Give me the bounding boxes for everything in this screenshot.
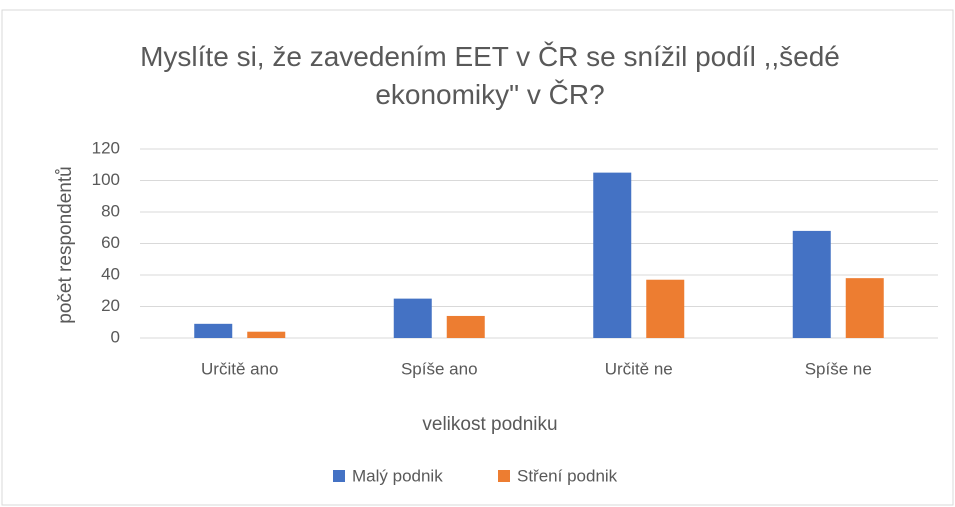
legend-swatch <box>333 470 345 482</box>
bar <box>393 298 432 338</box>
y-tick-label: 0 <box>111 327 120 346</box>
bar <box>593 172 632 338</box>
legend-swatch <box>498 470 510 482</box>
x-tick-label: Spíše ne <box>805 359 872 378</box>
bar <box>845 278 884 338</box>
y-tick-label: 40 <box>101 264 120 283</box>
x-tick-label: Určitě ano <box>201 359 278 378</box>
y-tick-label: 20 <box>101 296 120 315</box>
y-axis-label: počet respondentů <box>55 166 76 323</box>
chart-title: Myslíte si, že zavedením EET v ČR se sní… <box>140 41 840 110</box>
bar <box>446 315 485 338</box>
bar <box>194 323 233 338</box>
y-tick-label: 120 <box>92 138 120 157</box>
bar <box>792 230 831 338</box>
x-tick-label: Určitě ne <box>605 359 673 378</box>
y-tick-label: 60 <box>101 233 120 252</box>
x-axis-label: velikost podniku <box>422 414 557 435</box>
legend-label: Malý podnik <box>352 466 443 485</box>
legend-label: Stření podnik <box>517 466 618 485</box>
bar <box>247 331 286 338</box>
x-tick-label: Spíše ano <box>401 359 478 378</box>
chart-border <box>1 9 954 506</box>
y-tick-label: 100 <box>92 170 120 189</box>
bar <box>646 279 685 338</box>
y-tick-label: 80 <box>101 201 120 220</box>
